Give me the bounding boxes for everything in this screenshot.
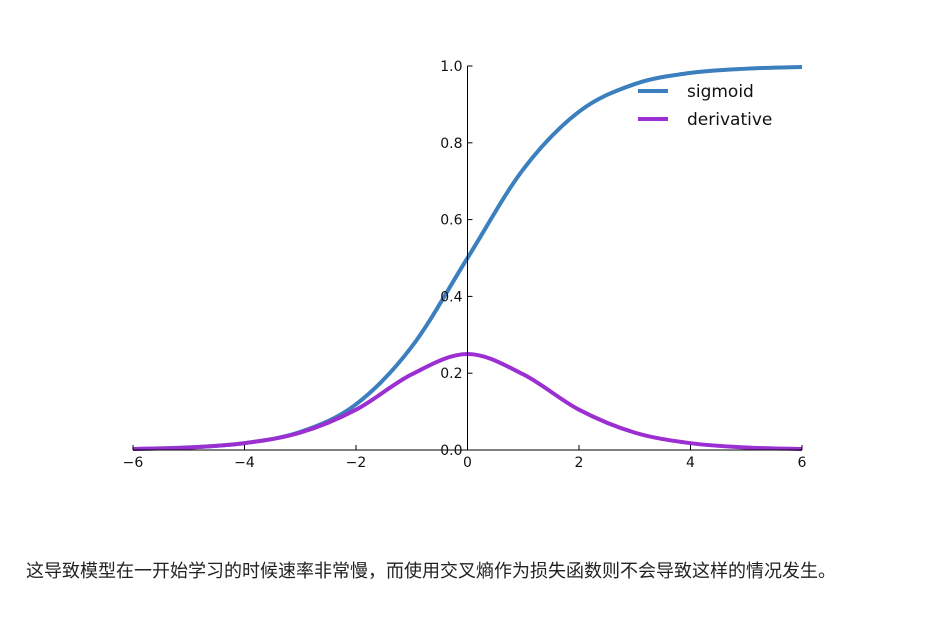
x-tick-label: −2 bbox=[346, 455, 367, 471]
y-tick-label: 0.0 bbox=[440, 443, 462, 459]
chart-svg: −6 −4 −2 0 2 4 6 0.0 0.2 0.4 0.6 0.8 1.0 sigmoid deri… bbox=[123, 59, 807, 471]
y-tick-label: 0.8 bbox=[440, 136, 462, 152]
y-tick-label: 1.0 bbox=[440, 59, 462, 75]
legend-label-sigmoid: sigmoid bbox=[687, 82, 754, 102]
x-tick-label: 4 bbox=[686, 455, 695, 471]
y-tick-label: 0.2 bbox=[440, 366, 462, 382]
y-tick-label: 0.4 bbox=[440, 289, 462, 305]
x-tick-label: 0 bbox=[463, 455, 472, 471]
ticks-layer: −6 −4 −2 0 2 4 6 0.0 0.2 0.4 0.6 0.8 1.0 bbox=[123, 59, 807, 471]
x-tick-label: 2 bbox=[575, 455, 584, 471]
caption-text: 这导致模型在一开始学习的时候速率非常慢，而使用交叉熵作为损失函数则不会导致这样的… bbox=[26, 561, 836, 582]
x-tick-label: 6 bbox=[798, 455, 807, 471]
x-tick-label: −4 bbox=[234, 455, 255, 471]
y-tick-label: 0.6 bbox=[440, 213, 462, 229]
legend: sigmoid derivative bbox=[638, 82, 772, 130]
sigmoid-chart: −6 −4 −2 0 2 4 6 0.0 0.2 0.4 0.6 0.8 1.0 sigmoid deri… bbox=[123, 59, 807, 471]
x-tick-label: −6 bbox=[123, 455, 144, 471]
legend-label-derivative: derivative bbox=[687, 110, 772, 130]
